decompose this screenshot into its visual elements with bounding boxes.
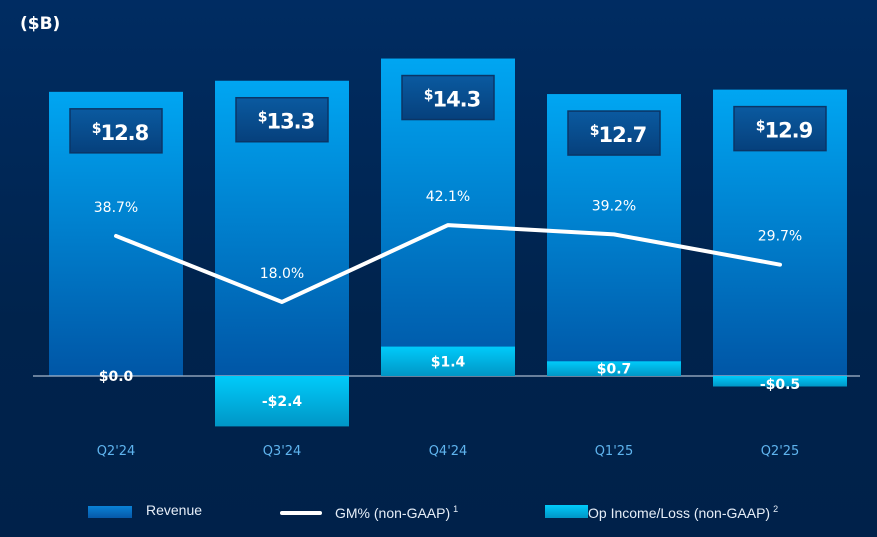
op-income-label: $0.0 bbox=[99, 369, 134, 385]
revenue-value-box bbox=[733, 105, 827, 152]
currency-symbol: $ bbox=[424, 88, 433, 104]
gm-line bbox=[114, 223, 782, 304]
revenue-value-box bbox=[567, 110, 661, 156]
currency-symbol: $ bbox=[590, 123, 599, 139]
category-label: Q3'24 bbox=[263, 444, 302, 459]
op-income-label: $1.4 bbox=[431, 354, 466, 370]
category-label: Q2'24 bbox=[97, 444, 136, 459]
legend-swatch-opincome bbox=[545, 505, 588, 518]
revenue-value: 13.3 bbox=[266, 110, 314, 134]
op-income-label: -$0.5 bbox=[760, 377, 800, 393]
revenue-value-label: $12.8 bbox=[92, 121, 149, 145]
legend-label-opincome-text: Op Income/Loss (non-GAAP) bbox=[588, 505, 770, 521]
gm-label: 39.2% bbox=[592, 198, 636, 214]
currency-symbol: $ bbox=[92, 121, 101, 137]
unit-label: ($B) bbox=[20, 14, 60, 34]
legend-label-gm: GM% (non-GAAP) 1 bbox=[335, 504, 458, 521]
gm-label: 38.7% bbox=[94, 200, 138, 216]
revenue-value-box bbox=[235, 96, 329, 143]
legend-footnote-2: 2 bbox=[773, 504, 778, 514]
revenue-value: 12.9 bbox=[764, 119, 812, 143]
revenue-value-box bbox=[69, 108, 163, 154]
revenue-value-label: $12.7 bbox=[590, 123, 647, 147]
op-income-bar bbox=[713, 376, 847, 387]
category-label: Q4'24 bbox=[429, 444, 468, 459]
currency-symbol: $ bbox=[756, 119, 765, 135]
currency-symbol: $ bbox=[258, 110, 267, 126]
op-income-label: $0.7 bbox=[597, 362, 632, 378]
gm-label: 42.1% bbox=[426, 189, 470, 205]
category-label: Q1'25 bbox=[595, 444, 634, 459]
revenue-value-label: $14.3 bbox=[424, 88, 481, 112]
revenue-value: 12.7 bbox=[598, 123, 646, 147]
revenue-value-label: $12.9 bbox=[756, 119, 813, 143]
gm-label: 18.0% bbox=[260, 266, 304, 282]
legend-label-revenue: Revenue bbox=[146, 502, 202, 518]
legend-swatch-revenue bbox=[88, 506, 132, 518]
legend-label-opincome: Op Income/Loss (non-GAAP) 2 bbox=[588, 504, 778, 521]
op-income-bar bbox=[215, 376, 349, 427]
revenue-value: 14.3 bbox=[432, 88, 480, 112]
legend-footnote-1: 1 bbox=[453, 504, 458, 514]
op-income-bar bbox=[381, 346, 515, 376]
gm-label: 29.7% bbox=[758, 229, 802, 245]
revenue-value: 12.8 bbox=[100, 121, 148, 145]
revenue-value-box bbox=[401, 74, 495, 121]
revenue-value-label: $13.3 bbox=[258, 110, 315, 134]
category-label: Q2'25 bbox=[761, 444, 800, 459]
op-income-label: -$2.4 bbox=[262, 394, 303, 410]
op-income-bar bbox=[547, 361, 681, 376]
legend-label-gm-text: GM% (non-GAAP) bbox=[335, 505, 450, 521]
legend: Revenue GM% (non-GAAP) 1 Op Income/Loss (… bbox=[88, 502, 778, 521]
